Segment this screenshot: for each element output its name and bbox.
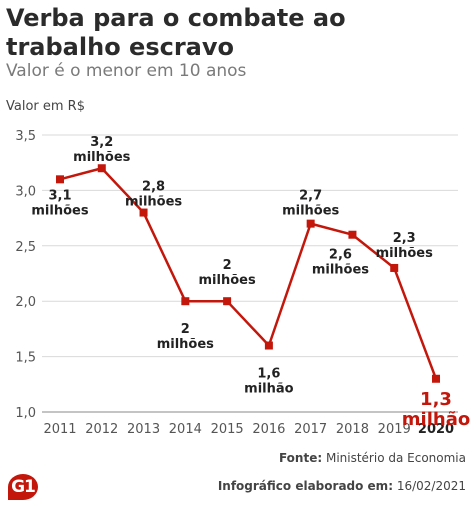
credit-value: 16/02/2021 [396,479,466,493]
data-label-value: 3,2 [90,135,113,150]
data-point [264,341,273,350]
x-tick-label: 2017 [294,422,327,437]
data-label-unit: milhões [31,203,88,218]
y-tick-label: 3,5 [15,129,36,144]
series-line [59,166,438,380]
data-point [432,374,440,383]
data-label-value: 1,3 [420,389,452,410]
y-tick-label: 1,5 [15,351,36,366]
data-label-unit: milhões [312,263,369,278]
data-label-unit: milhões [376,246,433,261]
data-label-unit: milhão [402,409,470,430]
data-points [56,164,440,383]
series-line-layer [59,166,438,380]
data-label-unit: milhões [199,273,256,288]
x-tick-label: 2018 [336,422,369,437]
data-point [223,297,232,306]
data-point [97,164,106,173]
data-label-value: 2 [181,322,190,337]
data-label-unit: milhões [73,150,130,165]
y-axis-label: Valor em R$ [6,99,85,114]
credit-label: Infográfico elaborado em: [217,479,393,493]
data-label-value: 2,7 [299,189,322,204]
x-tick-label: 2011 [43,422,76,437]
source-value: Ministério da Economia [325,451,466,465]
data-point [139,208,148,217]
x-tick-label: 2020 [418,422,454,437]
data-point [56,175,64,184]
g1-logo: G1 [8,474,38,500]
data-point [306,219,315,228]
source-label: Fonte: [278,451,323,465]
data-label-value: 1,6 [257,367,280,382]
data-label-unit: milhão [244,382,293,397]
data-label-value: 3,1 [48,188,71,203]
x-tick-label: 2015 [211,422,244,437]
data-label-value: 2,8 [142,180,165,195]
data-point [390,263,399,272]
data-label-value: 2 [223,258,232,273]
x-tick-label: 2014 [169,422,202,437]
source-note: Fonte: Ministério da Economia [279,451,466,465]
page-subtitle: Valor é o menor em 10 anos [6,61,247,81]
y-tick-label: 3,0 [15,184,36,199]
page-title: Verba para o combate ao trabalho escravo [6,4,346,61]
grid-lines [42,134,458,413]
x-tick-label: 2012 [85,422,118,437]
data-point [348,230,357,239]
data-label-unit: milhões [157,337,214,352]
y-tick-label: 2,5 [15,240,36,255]
data-label-unit: milhões [282,204,339,219]
y-tick-label: 1,0 [15,406,36,421]
data-label-value: 2,6 [329,248,352,263]
x-tick-label: 2016 [252,422,285,437]
data-labels: 3,1milhões3,2milhões2,8milhões2milhões2m… [31,135,470,430]
y-tick-label: 2,0 [15,295,36,310]
x-tick-labels: 2011 2012 2013 2014 2015 2016 2017 2018 2019 2020 [43,422,454,437]
x-tick-label: 2019 [378,422,411,437]
y-tick-labels: 1,0 1,5 2,0 2,5 3,0 3,5 [15,129,36,421]
x-tick-label: 2013 [127,422,160,437]
data-label-value: 2,3 [393,231,416,246]
data-label-unit: milhões [125,195,182,210]
credit-note: Infográfico elaborado em: 16/02/2021 [218,479,466,493]
data-point [181,297,190,306]
